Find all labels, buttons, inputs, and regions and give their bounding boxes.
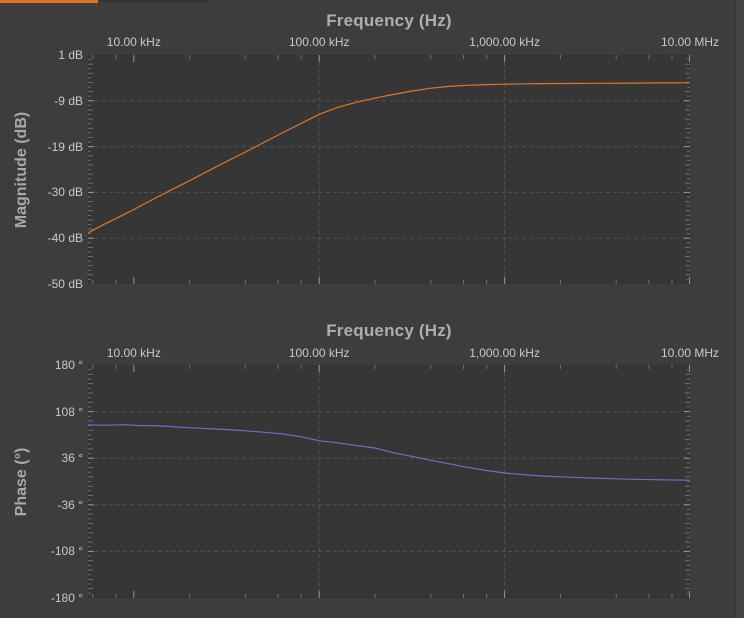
phase-x-tick-label: 1,000.00 kHz (469, 346, 540, 360)
phase-trace (88, 424, 690, 481)
phase-x-tick-label: 10.00 kHz (106, 346, 161, 360)
active-tab-indicator[interactable] (0, 0, 98, 3)
phase-plot-area[interactable] (88, 365, 690, 598)
magnitude-x-tick-label: 1,000.00 kHz (469, 35, 540, 49)
magnitude-y-tick-label: -50 dB (47, 277, 83, 291)
magnitude-plot-background (88, 55, 690, 284)
magnitude-y-tick-label: 1 dB (58, 48, 83, 62)
phase-x-tick-label: 10.00 MHz (660, 346, 720, 360)
magnitude-x-tick-label: 10.00 MHz (660, 35, 720, 49)
magnitude-y-tick-label: -9 dB (54, 93, 83, 108)
magnitude-x-tick-label: 10.00 kHz (106, 35, 161, 49)
magnitude-x-tick-label: 100.00 kHz (288, 35, 350, 49)
magnitude-y-tick-label: -19 dB (47, 139, 83, 154)
magnitude-y-tick-label: -40 dB (47, 231, 83, 246)
phase-y-tick-label: 180 ° (54, 358, 83, 372)
magnitude-plot-area[interactable] (88, 55, 690, 284)
phase-y-tick-label: 108 ° (54, 404, 83, 419)
phase-x-tick-label: 100.00 kHz (288, 346, 350, 360)
magnitude-x-axis-title: Frequency (Hz) (326, 11, 452, 30)
phase-y-tick-label: 36 ° (61, 451, 83, 466)
scrollbar-track[interactable] (735, 0, 744, 618)
phase-x-axis-title: Frequency (Hz) (326, 321, 452, 340)
phase-y-tick-label: -180 ° (50, 591, 83, 605)
phase-y-tick-label: -36 ° (57, 497, 83, 512)
tab-divider-line (98, 0, 210, 2)
magnitude-y-tick-label: -30 dB (47, 185, 83, 200)
magnitude-trace (88, 82, 690, 234)
phase-plot-background (88, 365, 690, 598)
phase-y-tick-label: -108 ° (50, 544, 83, 559)
magnitude-y-axis-title: Magnitude (dB) (13, 111, 30, 228)
